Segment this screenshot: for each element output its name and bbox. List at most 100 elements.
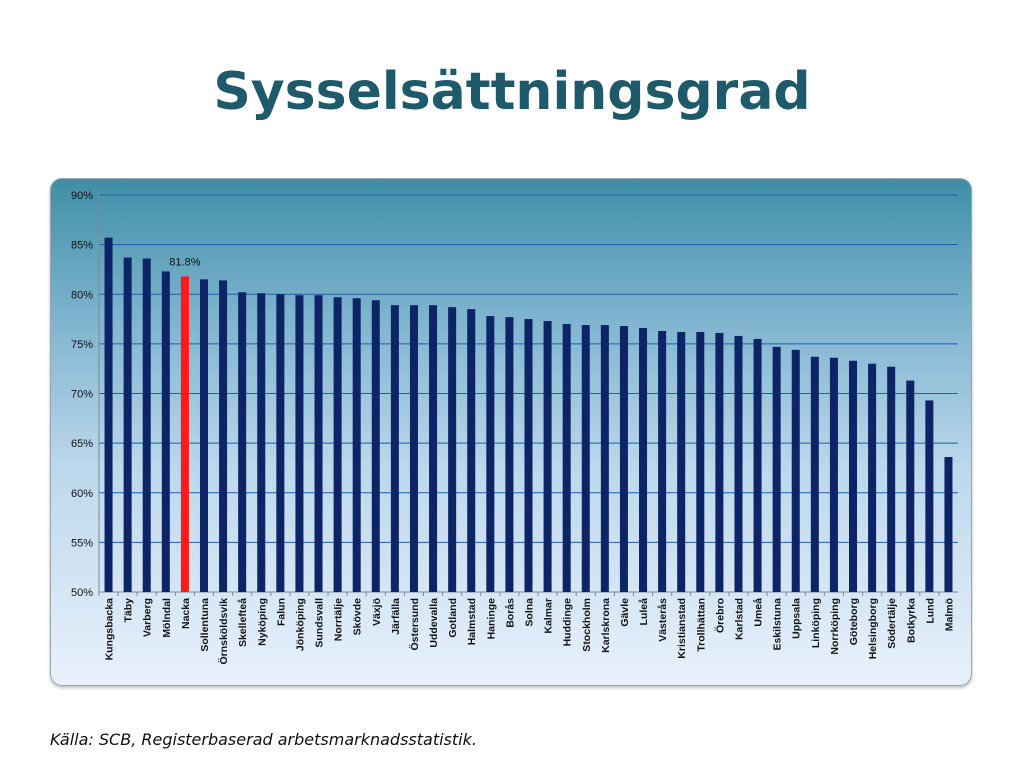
x-tick-label: Växjö (371, 598, 383, 626)
x-tick-label: Varberg (142, 598, 154, 637)
x-tick-label: Botkyrka (905, 598, 917, 643)
x-tick-label: Täby (123, 598, 135, 623)
bar-örnsköldsvik (219, 280, 228, 592)
x-tick-label: Umeå (753, 598, 765, 627)
bar-trollhättan (696, 331, 705, 592)
y-tick-label: 80% (71, 289, 93, 301)
x-tick-label: Norrköping (829, 598, 841, 655)
x-tick-label: Halmstad (466, 598, 478, 645)
bar-västerås (658, 330, 667, 592)
x-tick-label: Eskilstuna (772, 598, 784, 651)
x-tick-label: Borås (504, 598, 516, 628)
bar-borås (505, 317, 514, 592)
bar-örebro (715, 332, 724, 592)
x-tick-label: Karlskrona (600, 598, 612, 653)
source-note: Källa: SCB, Registerbaserad arbetsmarkna… (50, 730, 477, 749)
x-tick-label: Linköping (810, 598, 822, 648)
x-tick-label: Huddinge (562, 598, 574, 647)
x-tick-label: Luleå (638, 598, 650, 626)
bar-linköping (810, 356, 819, 592)
x-tick-label: Södertälje (886, 598, 898, 649)
bar-haninge (486, 316, 495, 592)
x-tick-label: Sundsvall (314, 598, 326, 648)
x-tick-label: Järfälla (390, 598, 402, 635)
bar-varberg (142, 258, 151, 592)
slide-title: Sysselsättningsgrad (213, 62, 811, 122)
bar-huddinge (562, 324, 571, 592)
data-label: 81.8% (169, 256, 200, 268)
x-tick-label: Västerås (657, 598, 669, 642)
bar-göteborg (849, 360, 858, 592)
bar-jönköping (295, 295, 304, 592)
x-tick-label: Lund (924, 598, 936, 624)
bar-järfälla (390, 305, 399, 592)
y-tick-label: 70% (71, 389, 93, 401)
x-tick-label: Sollentuna (199, 598, 211, 652)
bar-norrköping (829, 357, 838, 592)
bar-skövde (352, 298, 361, 592)
bar-helsingborg (868, 363, 877, 592)
x-tick-label: Kristianstad (676, 598, 688, 659)
bar-mölndal (161, 271, 170, 592)
bar-karlskrona (600, 325, 609, 592)
y-tick-label: 65% (71, 438, 93, 450)
x-tick-label: Gävle (619, 598, 631, 627)
x-tick-label: Kalmar (543, 598, 555, 634)
bar-gotland (448, 307, 457, 592)
bar-lund (925, 400, 934, 592)
bar-kalmar (543, 321, 552, 592)
bar-nyköping (257, 293, 266, 592)
x-tick-label: Skövde (352, 598, 364, 636)
bar-skellefteå (238, 292, 247, 592)
x-tick-label: Örnsköldsvik (217, 598, 230, 665)
employment-rate-bar-chart: 50% 55% 60% 65% 70% 75% 80% 85% 90% Kungsbacka Täb… (71, 190, 958, 665)
bar-karlstad (734, 335, 743, 592)
bar-nacka (180, 276, 189, 592)
bar-södertälje (887, 366, 896, 592)
x-tick-label: Norrtälje (333, 598, 345, 641)
bar-uppsala (791, 349, 800, 592)
bar-eskilstuna (772, 346, 781, 592)
x-tick-label: Östersund (408, 598, 421, 651)
x-tick-label: Skellefteå (237, 598, 249, 647)
bar-botkyrka (906, 380, 915, 592)
bar-sollentuna (199, 279, 208, 592)
bar-växjö (371, 300, 380, 592)
bar-norrtälje (333, 297, 342, 592)
bar-kristianstad (677, 331, 686, 592)
bar-umeå (753, 338, 762, 592)
x-tick-label: Malmö (943, 598, 955, 631)
x-tick-label: Mölndal (161, 598, 173, 638)
x-tick-label: Jönköping (294, 598, 306, 651)
x-tick-label: Kungsbacka (104, 598, 116, 661)
y-tick-label: 50% (71, 587, 93, 599)
x-tick-label: Göteborg (848, 598, 860, 645)
bar-malmö (944, 457, 953, 592)
y-tick-label: 75% (71, 339, 93, 351)
chart-panel: 50% 55% 60% 65% 70% 75% 80% 85% 90% Kungsbacka Täb… (50, 178, 972, 686)
x-tick-label: Uppsala (791, 598, 803, 639)
x-tick-label: Stockholm (581, 598, 593, 652)
bar-täby (123, 257, 132, 592)
x-tick-label: Solna (524, 598, 536, 627)
x-tick-label: Haninge (485, 598, 497, 640)
x-tick-label: Nacka (180, 598, 192, 629)
x-tick-label: Gotland (447, 598, 459, 638)
bar-halmstad (467, 309, 476, 592)
y-tick-label: 60% (71, 488, 93, 500)
y-tick-label: 85% (71, 240, 93, 252)
x-tick-label: Helsingborg (867, 598, 879, 659)
x-tick-label: Falun (275, 598, 287, 626)
x-tick-label: Örebro (713, 598, 726, 633)
bar-stockholm (581, 325, 590, 592)
bar-kungsbacka (104, 237, 113, 593)
y-tick-label: 55% (71, 537, 93, 549)
y-tick-label: 90% (71, 190, 93, 202)
bar-solna (524, 319, 533, 592)
bar-östersund (409, 305, 418, 592)
bar-uddevalla (429, 305, 438, 592)
x-tick-label: Trollhättan (695, 598, 707, 652)
bar-falun (276, 294, 285, 592)
bar-sundsvall (314, 295, 323, 592)
x-tick-label: Uddevalla (428, 598, 440, 648)
